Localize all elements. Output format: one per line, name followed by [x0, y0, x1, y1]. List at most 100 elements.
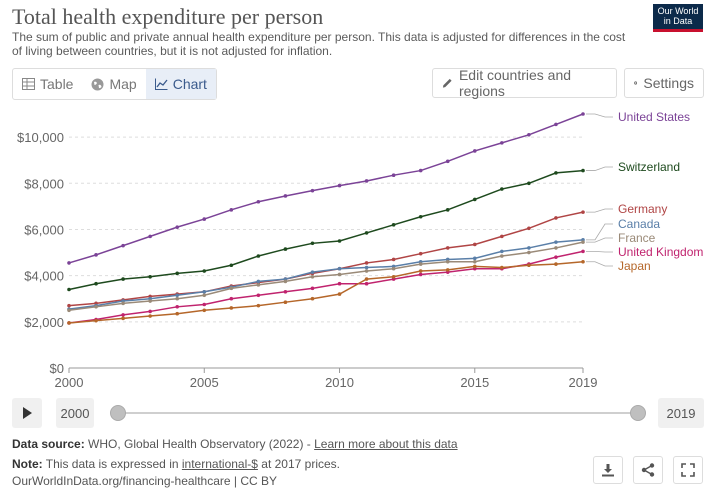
tab-chart[interactable]: Chart: [145, 69, 216, 99]
series-line: [68, 239, 584, 310]
data-point: [337, 183, 342, 188]
note-text-1: This data is expressed in: [45, 457, 182, 471]
data-point: [391, 274, 396, 279]
series-label: United States: [618, 110, 690, 124]
data-point: [500, 187, 504, 191]
line-chart: $0 $2,000 $4,000 $6,000 $8,000 $10,000 2000 200…: [17, 110, 703, 390]
share-icon: [641, 463, 655, 477]
data-point: [67, 287, 71, 292]
data-point: [310, 270, 315, 274]
tab-map[interactable]: Map: [82, 69, 145, 99]
data-point: [229, 286, 234, 291]
series-line: [68, 211, 584, 307]
data-point: [364, 277, 369, 281]
data-point: [283, 290, 288, 294]
series-line: [68, 241, 584, 312]
data-point: [472, 242, 477, 247]
label-connector: [586, 166, 613, 171]
timeline-start-handle[interactable]: [110, 405, 126, 421]
timeline-end-year: 2019: [658, 398, 704, 428]
data-point: [67, 321, 71, 325]
data-point: [500, 254, 504, 258]
data-point: [527, 132, 531, 137]
table-icon: [22, 78, 35, 90]
data-point: [337, 239, 342, 243]
data-point: [310, 188, 315, 193]
timeline-end-handle[interactable]: [630, 405, 646, 421]
download-button[interactable]: [593, 456, 623, 484]
data-point: [337, 281, 342, 286]
url-line[interactable]: OurWorldInData.org/financing-healthcare …: [12, 474, 278, 488]
edit-countries-label: Edit countries and regions: [458, 67, 572, 99]
data-point: [554, 255, 558, 259]
timeline-track[interactable]: [118, 412, 638, 414]
data-source-line: Data source: WHO, Global Health Observat…: [12, 437, 458, 451]
share-button[interactable]: [633, 456, 663, 484]
data-point: [554, 246, 558, 250]
data-point: [554, 171, 558, 175]
settings-button[interactable]: Settings: [624, 68, 704, 98]
series-label: Germany: [618, 202, 667, 216]
data-point: [310, 274, 315, 279]
view-tabs: Table Map Chart: [12, 68, 217, 100]
data-point: [391, 223, 396, 227]
data-point: [418, 269, 423, 273]
y-tick-label: $0: [50, 361, 64, 376]
data-point: [202, 290, 207, 294]
label-connector: [586, 261, 613, 267]
data-point: [500, 265, 504, 270]
data-point: [283, 194, 288, 198]
data-point: [472, 264, 477, 269]
data-point: [581, 168, 585, 173]
label-connector: [586, 223, 613, 241]
play-button[interactable]: [12, 398, 42, 428]
data-point: [256, 199, 261, 204]
logo-line-2: in Data: [663, 16, 693, 26]
label-connector: [586, 250, 613, 253]
data-point: [581, 249, 585, 254]
x-tick-label: 2005: [190, 375, 219, 390]
y-tick-label: $6,000: [24, 222, 64, 237]
pencil-icon: [442, 78, 452, 88]
y-tick-label: $8,000: [24, 176, 64, 191]
data-point: [581, 112, 585, 116]
line-chart-icon: [154, 78, 168, 90]
data-point: [202, 269, 207, 273]
x-tick-label: 2010: [325, 375, 354, 390]
data-point: [364, 281, 369, 286]
data-point: [418, 168, 423, 173]
chart-title: Total health expenditure per person: [12, 4, 324, 29]
edit-countries-button[interactable]: Edit countries and regions: [432, 67, 617, 99]
data-point: [527, 246, 531, 250]
data-point: [527, 226, 531, 231]
data-point: [554, 240, 558, 244]
data-point: [364, 261, 369, 265]
data-point: [202, 217, 207, 221]
data-point: [175, 225, 180, 229]
owid-logo[interactable]: Our World in Data: [653, 4, 703, 32]
fullscreen-button[interactable]: [673, 456, 703, 484]
data-point: [391, 266, 396, 271]
series-label: France: [618, 231, 656, 245]
data-point: [175, 271, 180, 276]
data-point: [175, 305, 180, 309]
note-line: Note: This data is expressed in internat…: [12, 457, 340, 471]
source-text: WHO, Global Health Observatory (2022) -: [88, 437, 315, 451]
learn-more-link[interactable]: Learn more about this data: [314, 437, 458, 451]
logo-line-1: Our World: [657, 6, 699, 16]
chart-subtitle: The sum of public and private annual hea…: [12, 30, 626, 58]
data-point: [364, 179, 369, 183]
international-dollar-link[interactable]: international-$: [181, 457, 258, 471]
data-point: [500, 249, 504, 254]
data-point: [364, 265, 369, 270]
data-point: [581, 240, 585, 244]
data-point: [472, 259, 477, 264]
data-point: [256, 293, 261, 298]
series-line: [68, 113, 584, 264]
globe-icon: [91, 78, 104, 90]
data-point: [283, 300, 288, 304]
tab-table[interactable]: Table: [13, 69, 82, 99]
data-point: [256, 279, 261, 284]
data-point: [445, 246, 450, 250]
data-point: [175, 311, 180, 316]
